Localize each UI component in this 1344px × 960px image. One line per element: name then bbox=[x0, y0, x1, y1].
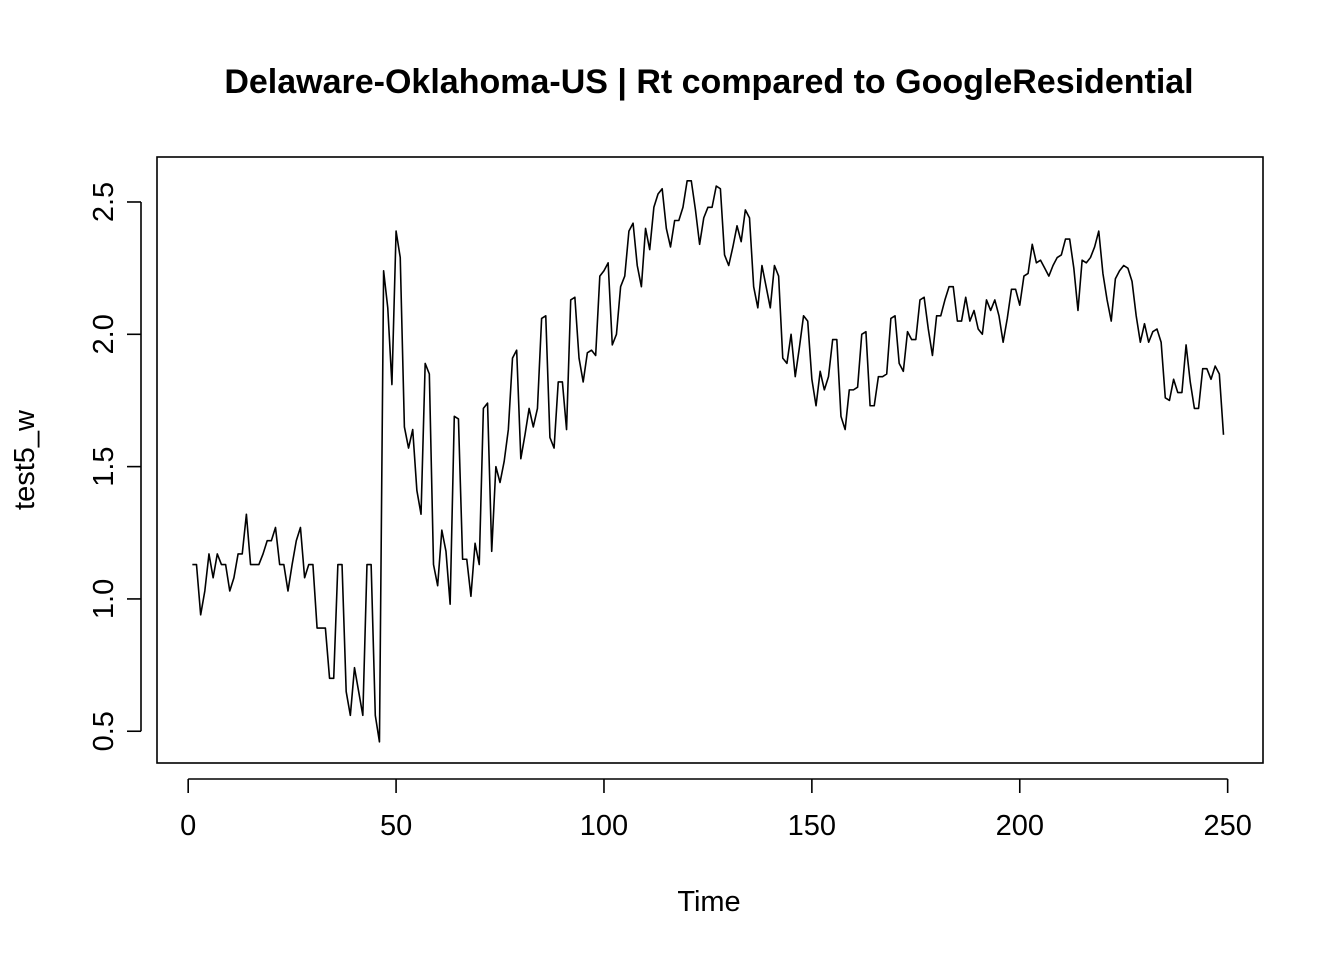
x-axis: 0 50 100 150 200 250 bbox=[180, 778, 1252, 842]
y-tick-label: 2.5 bbox=[88, 182, 120, 222]
x-tick-label: 250 bbox=[1203, 810, 1251, 842]
x-tick-label: 100 bbox=[580, 810, 628, 842]
y-tick-label: 0.5 bbox=[88, 711, 120, 751]
x-tick-label: 200 bbox=[996, 810, 1044, 842]
y-axis: 0.5 1.0 1.5 2.0 2.5 bbox=[88, 182, 142, 751]
y-axis-label: test5_w bbox=[9, 409, 41, 510]
y-tick-label: 1.5 bbox=[88, 446, 120, 486]
x-axis-label: Time bbox=[677, 886, 740, 918]
chart-title: Delaware-Oklahoma-US | Rt compared to Go… bbox=[224, 63, 1193, 101]
x-tick-label: 0 bbox=[180, 810, 196, 842]
y-tick-label: 2.0 bbox=[88, 314, 120, 354]
series-line bbox=[192, 180, 1225, 743]
y-tick-label: 1.0 bbox=[88, 579, 120, 619]
plot-frame bbox=[156, 156, 1264, 764]
x-tick-label: 150 bbox=[788, 810, 836, 842]
x-tick-label: 50 bbox=[380, 810, 412, 842]
